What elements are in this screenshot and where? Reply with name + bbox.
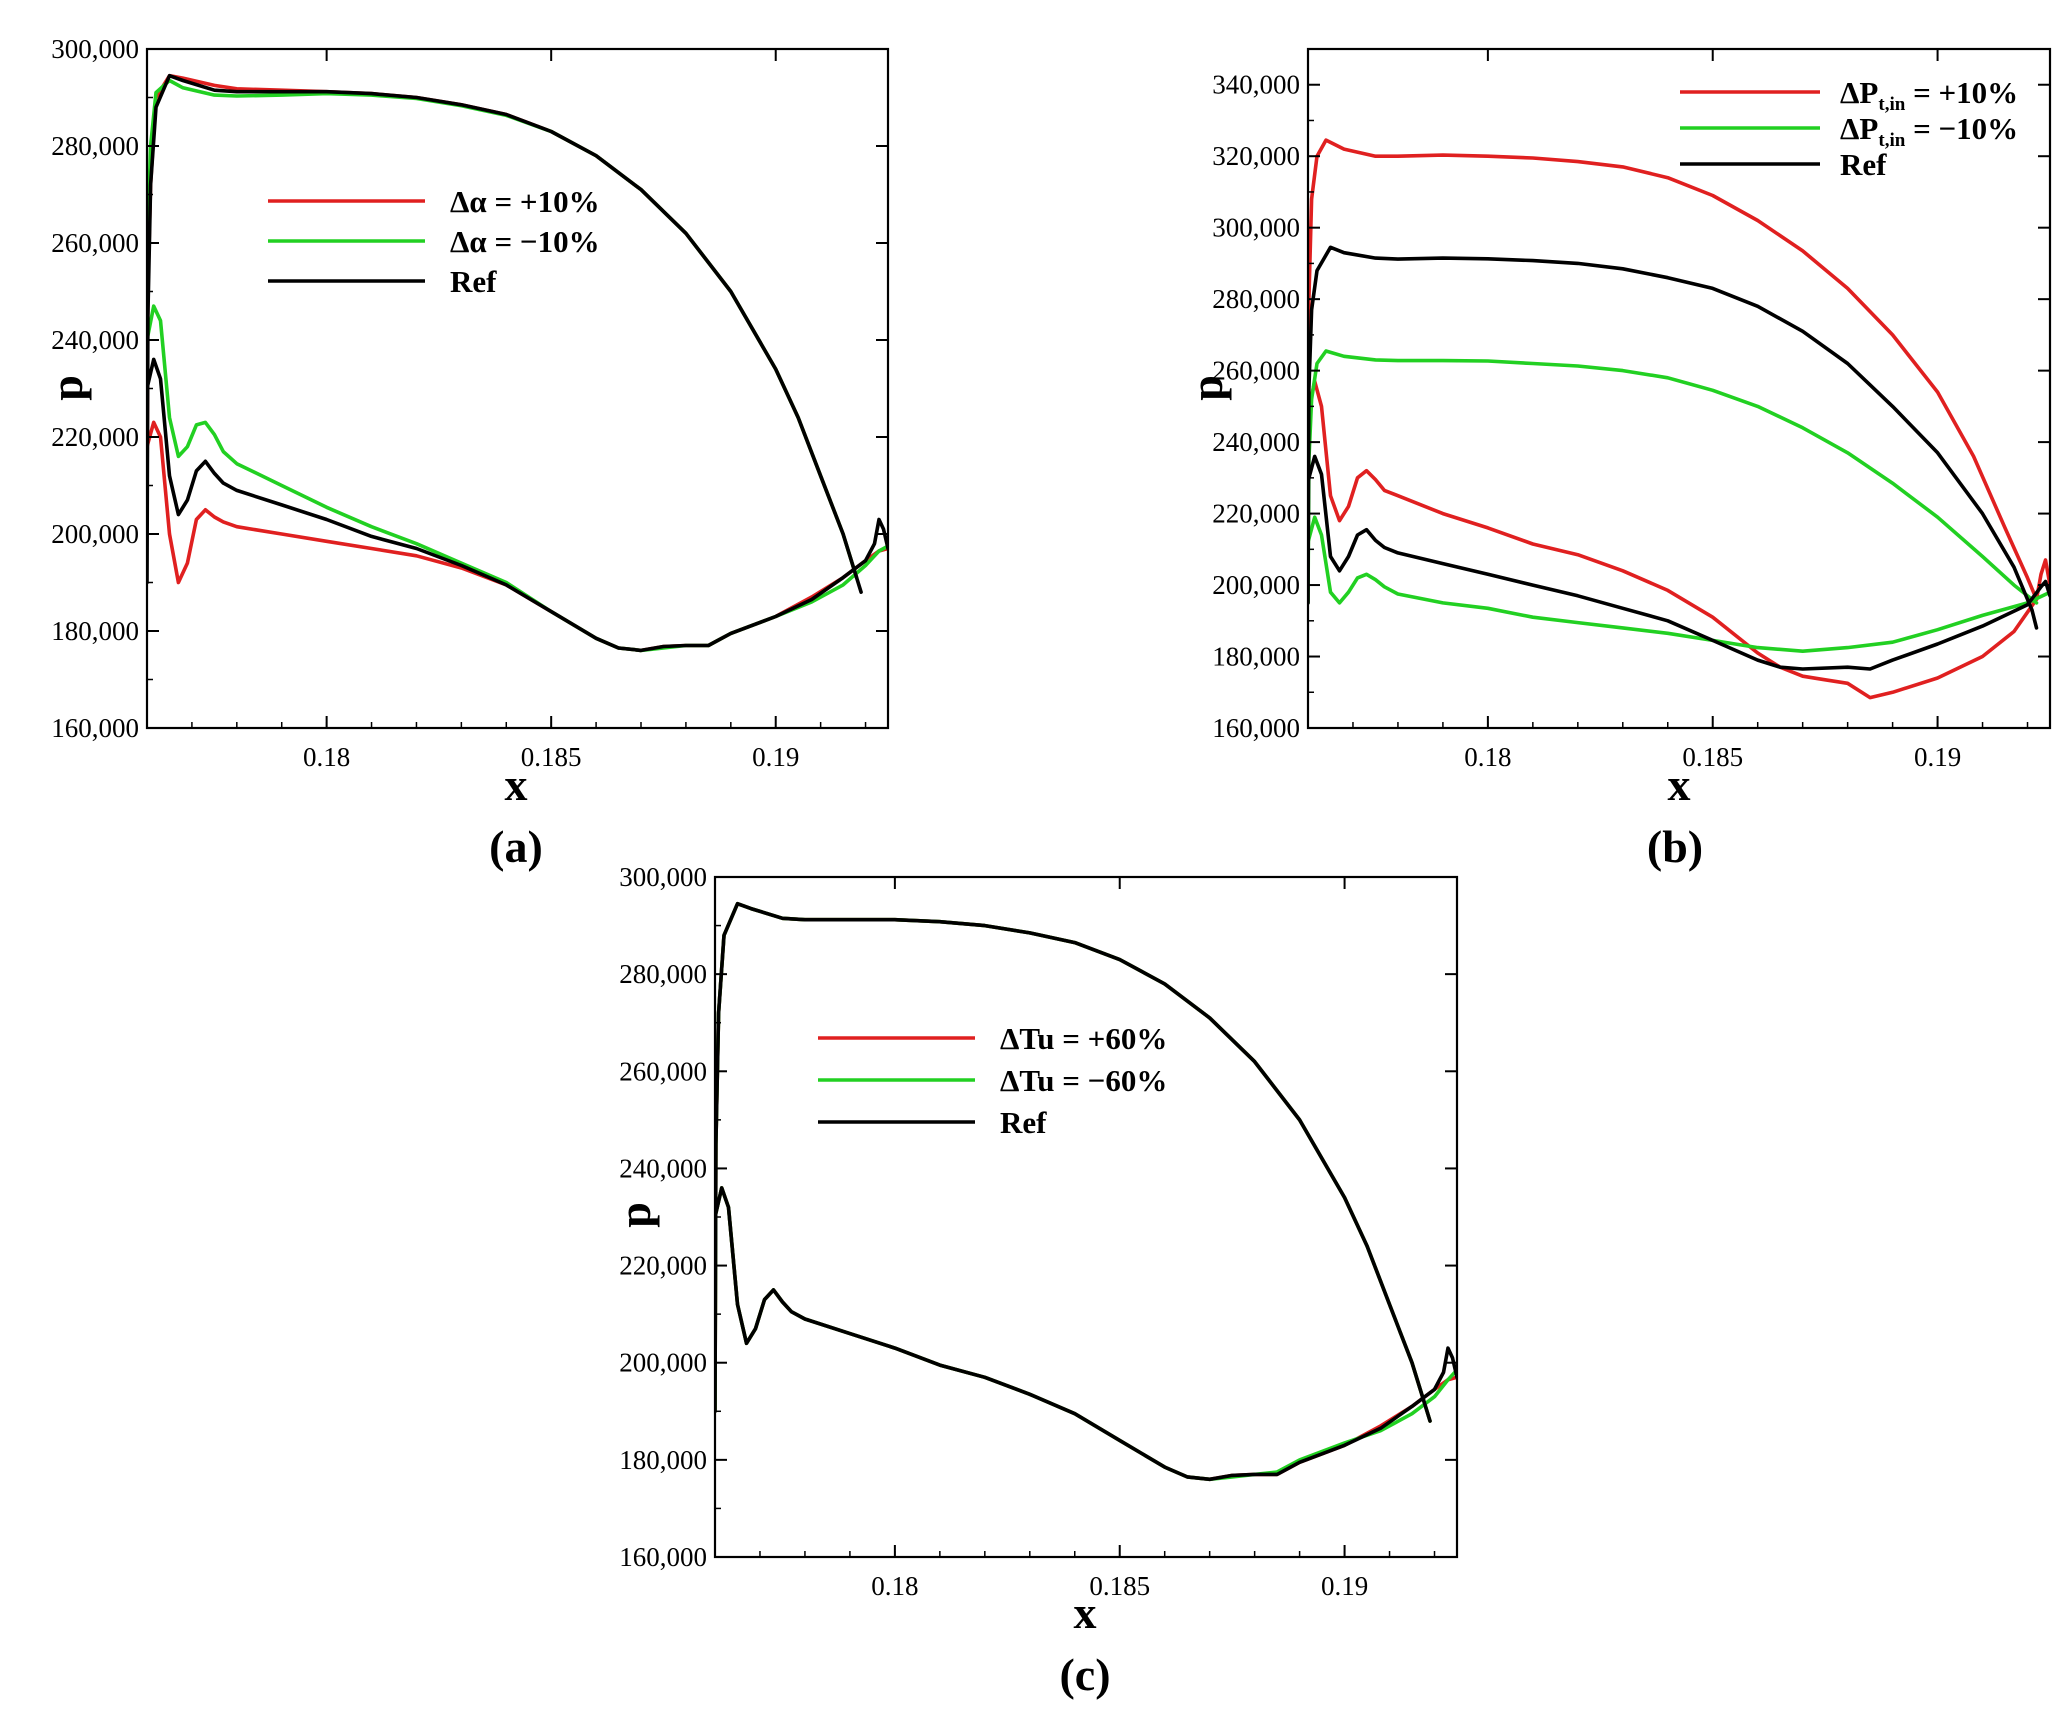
y-tick-label: 340,000 bbox=[1212, 70, 1300, 100]
y-tick-label: 260,000 bbox=[51, 228, 139, 258]
series-line-black-4 bbox=[147, 73, 863, 594]
y-tick-label: 260,000 bbox=[1212, 356, 1300, 386]
series-line-red-1 bbox=[1308, 379, 2050, 700]
legend-label: ΔTu = −60% bbox=[1000, 1063, 1167, 1098]
series-line-green-2 bbox=[1308, 349, 2039, 605]
legend-label: Ref bbox=[1840, 147, 1887, 182]
series-line-green-3 bbox=[1308, 515, 2050, 653]
y-tick-label: 220,000 bbox=[51, 422, 139, 452]
legend-label-main: ΔP bbox=[1840, 111, 1878, 146]
y-axis-label: p bbox=[1181, 375, 1232, 401]
legend: ΔTu = +60% ΔTu = −60% Ref bbox=[818, 1021, 1167, 1140]
x-axis-label: x bbox=[505, 759, 528, 810]
legend-label: Δα = +10% bbox=[450, 184, 600, 219]
y-tick-label: 240,000 bbox=[51, 325, 139, 355]
x-tick-label: 0.19 bbox=[1914, 742, 1961, 772]
y-tick-label: 180,000 bbox=[51, 616, 139, 646]
series-line-green-2 bbox=[147, 78, 859, 580]
y-tick-label: 300,000 bbox=[619, 862, 707, 892]
x-axis-label: x bbox=[1074, 1587, 1097, 1638]
series-group bbox=[147, 73, 888, 653]
y-tick-label: 160,000 bbox=[51, 713, 139, 743]
chart-panel-a: 160,000 180,000 200,000 220,000 240,000 260,0… bbox=[41, 34, 890, 872]
legend: ΔPt,in = +10%ΔPt,in = −10%Ref bbox=[1680, 75, 2018, 182]
y-tick-label: 200,000 bbox=[619, 1348, 707, 1378]
series-group bbox=[715, 901, 1457, 1482]
legend-label-main: Ref bbox=[450, 264, 497, 299]
y-tick-label: 220,000 bbox=[1212, 499, 1300, 529]
chart-panel-b: 160,000 180,000 200,000 220,000 240,000 260,0… bbox=[1181, 47, 2052, 872]
legend-label-rest: = +10% bbox=[1905, 75, 2018, 110]
y-tick-label: 200,000 bbox=[51, 519, 139, 549]
x-tick-label: 0.18 bbox=[303, 742, 350, 772]
legend: Δα = +10% Δα = −10% Ref bbox=[268, 184, 600, 299]
legend-label: Ref bbox=[450, 264, 497, 299]
legend-label-main: Δα = −10% bbox=[450, 224, 600, 259]
series-line-red-0 bbox=[1308, 138, 2039, 602]
series-line-red-1 bbox=[715, 1186, 1457, 1482]
x-tick-label: 0.19 bbox=[1321, 1571, 1368, 1601]
y-tick-label: 280,000 bbox=[1212, 284, 1300, 314]
y-tick-label: 320,000 bbox=[1212, 141, 1300, 171]
series-line-black-4 bbox=[715, 901, 1432, 1423]
y-tick-label: 300,000 bbox=[1212, 213, 1300, 243]
legend-label: ΔPt,in = +10% bbox=[1840, 75, 2018, 115]
panel-label: (b) bbox=[1647, 821, 1703, 872]
legend-label: Δα = −10% bbox=[450, 224, 600, 259]
series-line-black-5 bbox=[715, 1186, 1457, 1482]
series-line-green-3 bbox=[147, 304, 888, 653]
panel-label: (c) bbox=[1059, 1649, 1110, 1700]
legend-label-main: Ref bbox=[1000, 1105, 1047, 1140]
legend-label: ΔTu = +60% bbox=[1000, 1021, 1167, 1056]
x-tick-label: 0.18 bbox=[871, 1571, 918, 1601]
x-tick-label: 0.185 bbox=[1089, 1571, 1150, 1601]
y-tick-label: 180,000 bbox=[1212, 642, 1300, 672]
y-tick-label: 280,000 bbox=[619, 959, 707, 989]
series-group bbox=[1308, 138, 2050, 700]
y-tick-label: 240,000 bbox=[619, 1153, 707, 1183]
y-tick-label: 160,000 bbox=[1212, 713, 1300, 743]
chart-panel-c: 160,000 180,000 200,000 220,000 240,000 260,0… bbox=[609, 862, 1459, 1700]
plot-frame bbox=[1306, 47, 2052, 730]
legend-label-main: Ref bbox=[1840, 147, 1887, 182]
series-line-black-4 bbox=[1308, 245, 2039, 630]
legend-label-rest: = −10% bbox=[1905, 111, 2018, 146]
legend-label: Ref bbox=[1000, 1105, 1047, 1140]
series-line-black-5 bbox=[1308, 454, 2050, 671]
y-tick-label: 160,000 bbox=[619, 1542, 707, 1572]
x-axis-label: x bbox=[1668, 759, 1691, 810]
legend-label-main: Δα = +10% bbox=[450, 184, 600, 219]
legend-label-subscript: t,in bbox=[1878, 130, 1905, 151]
y-tick-label: 180,000 bbox=[619, 1445, 707, 1475]
y-tick-label: 200,000 bbox=[1212, 570, 1300, 600]
y-tick-label: 300,000 bbox=[51, 34, 139, 64]
x-tick-label: 0.19 bbox=[752, 742, 799, 772]
legend-label-main: ΔTu = −60% bbox=[1000, 1063, 1167, 1098]
plot-frame bbox=[713, 875, 1459, 1559]
x-tick-label: 0.185 bbox=[521, 742, 582, 772]
y-tick-label: 220,000 bbox=[619, 1251, 707, 1281]
panel-label: (a) bbox=[489, 821, 543, 872]
plot-frame bbox=[145, 47, 890, 730]
series-line-green-3 bbox=[715, 1186, 1457, 1482]
legend-label-subscript: t,in bbox=[1878, 94, 1905, 115]
legend-label-main: ΔTu = +60% bbox=[1000, 1021, 1167, 1056]
y-tick-label: 260,000 bbox=[619, 1056, 707, 1086]
y-axis-label: p bbox=[609, 1202, 660, 1228]
legend-label: ΔPt,in = −10% bbox=[1840, 111, 2018, 151]
legend-label-main: ΔP bbox=[1840, 75, 1878, 110]
y-tick-label: 240,000 bbox=[1212, 427, 1300, 457]
x-tick-label: 0.185 bbox=[1682, 742, 1743, 772]
series-line-black-5 bbox=[147, 357, 888, 653]
y-tick-label: 280,000 bbox=[51, 131, 139, 161]
x-tick-label: 0.18 bbox=[1464, 742, 1511, 772]
y-axis-label: p bbox=[41, 375, 92, 401]
